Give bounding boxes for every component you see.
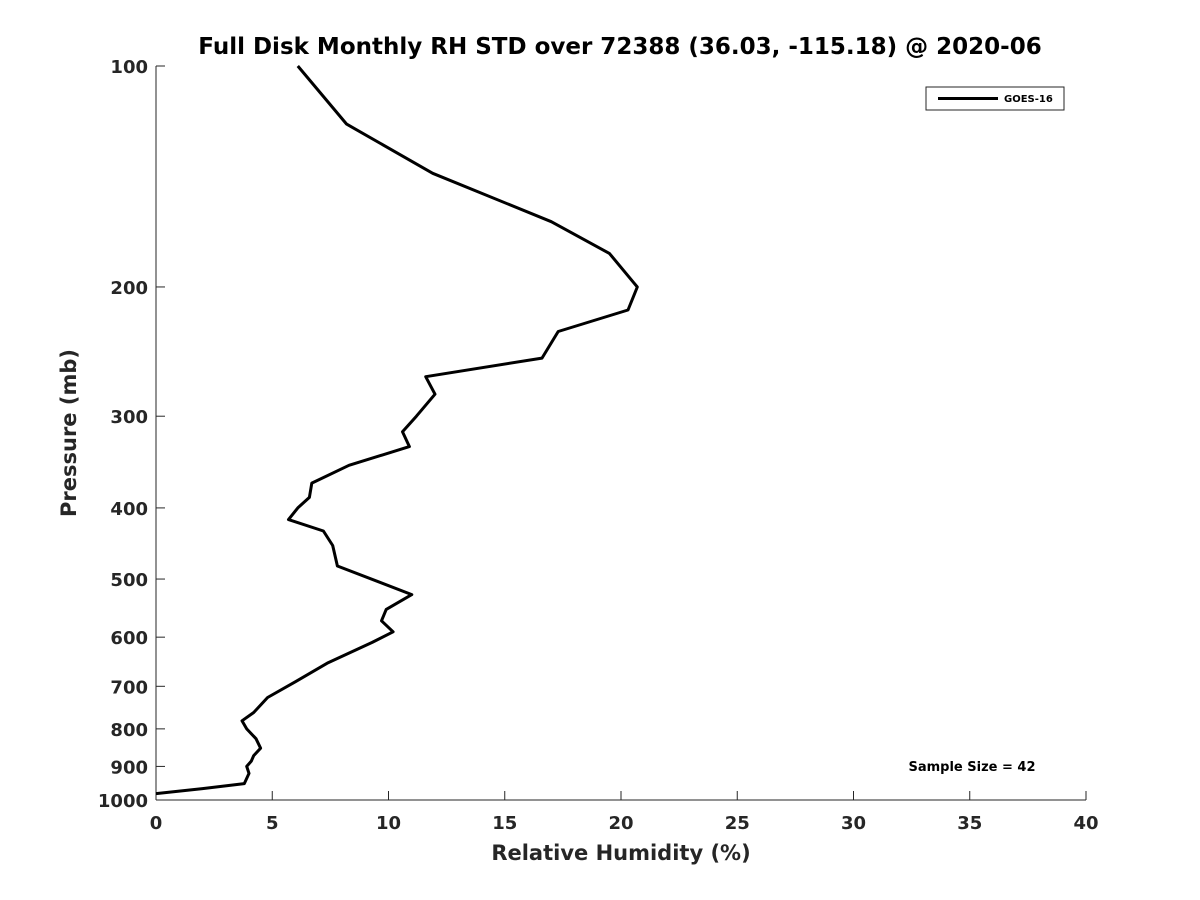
x-tick-label: 35 <box>957 813 982 834</box>
y-axis-label: Pressure (mb) <box>57 349 81 517</box>
legend-entry-goes-16: GOES-16 <box>1004 94 1053 105</box>
legend: GOES-16 <box>925 86 1065 111</box>
y-tick-label: 900 <box>110 757 148 778</box>
x-tick-label: 30 <box>841 813 866 834</box>
y-tick-label: 800 <box>110 720 148 741</box>
x-axis-label: Relative Humidity (%) <box>491 841 750 865</box>
y-tick-label: 100 <box>110 57 148 78</box>
series-line-goes-16 <box>155 65 639 796</box>
x-tick-label: 5 <box>266 813 279 834</box>
y-tick-label: 1000 <box>98 791 148 812</box>
chart-title: Full Disk Monthly RH STD over 72388 (36.… <box>198 34 1042 60</box>
x-tick-label: 20 <box>608 813 633 834</box>
y-tick-label: 300 <box>110 407 148 428</box>
y-tick-label: 400 <box>110 499 148 520</box>
y-tick-label: 500 <box>110 570 148 591</box>
x-tick-label: 25 <box>725 813 750 834</box>
x-tick-label: 0 <box>150 813 163 834</box>
y-tick-label: 700 <box>110 677 148 698</box>
x-tick-label: 40 <box>1073 813 1098 834</box>
y-axis-ticks: 100 200 300 400 500 600 700 800 900 1000 <box>98 57 165 812</box>
x-tick-label: 10 <box>376 813 401 834</box>
series-layer <box>155 65 639 796</box>
x-tick-label: 15 <box>492 813 517 834</box>
y-tick-label: 200 <box>110 278 148 299</box>
sample-size-annotation: Sample Size = 42 <box>908 760 1035 775</box>
x-axis-ticks: 0 5 10 15 20 25 30 35 40 <box>150 791 1099 834</box>
y-tick-label: 600 <box>110 628 148 649</box>
